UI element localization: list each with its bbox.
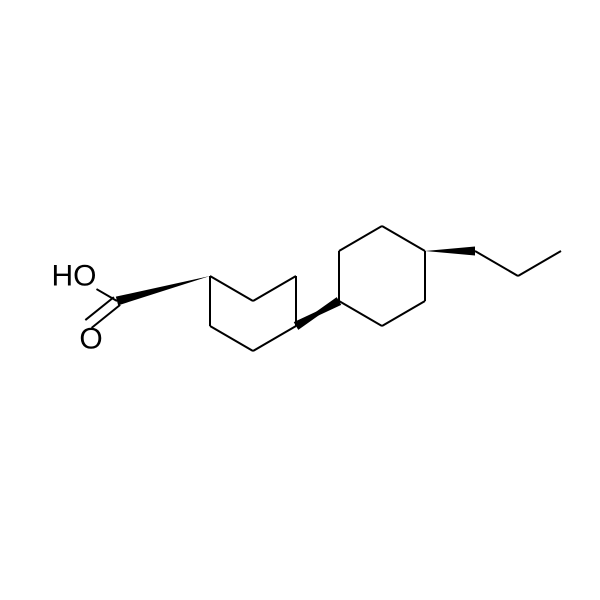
bond <box>339 226 382 251</box>
bond <box>210 276 253 301</box>
wedge-bond <box>425 247 475 256</box>
bond <box>382 226 425 251</box>
bond <box>518 251 561 276</box>
atom-label: HO <box>52 260 97 293</box>
molecule-diagram: HO O <box>0 0 600 600</box>
bond <box>253 276 296 301</box>
bond <box>339 301 382 326</box>
bond <box>253 326 296 351</box>
wedge-bond <box>116 276 210 305</box>
bond <box>475 251 518 276</box>
wedge-bond <box>294 301 339 330</box>
bond <box>96 289 117 301</box>
bond <box>210 326 253 351</box>
bond <box>382 301 425 326</box>
bond <box>85 297 114 320</box>
atom-label: O <box>79 323 102 356</box>
